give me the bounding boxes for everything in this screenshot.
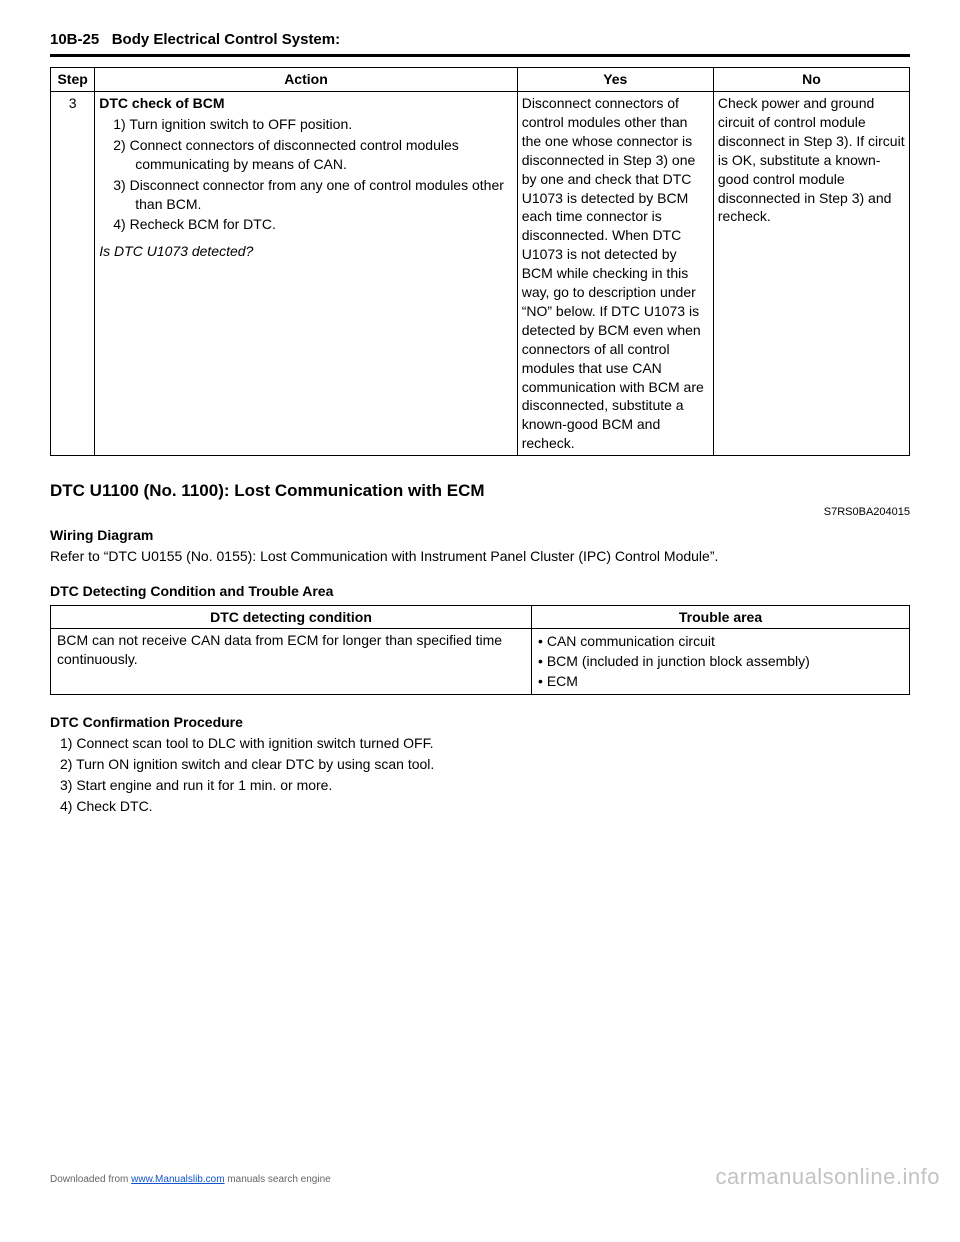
th-action: Action: [95, 68, 517, 92]
confirm-procedure-list: 1) Connect scan tool to DLC with ignitio…: [50, 734, 910, 816]
dtc-u1100-title: DTC U1100 (No. 1100): Lost Communication…: [50, 480, 910, 503]
th-trouble-area: Trouble area: [532, 605, 910, 629]
trouble-item: BCM (included in junction block assembly…: [538, 652, 903, 671]
trouble-item: ECM: [538, 672, 903, 691]
cell-step: 3: [51, 92, 95, 456]
action-question: Is DTC U1073 detected?: [99, 242, 512, 261]
trouble-item: CAN communication circuit: [538, 632, 903, 651]
action-item: 4) Recheck BCM for DTC.: [113, 215, 512, 234]
proc-step: 3) Start engine and run it for 1 min. or…: [60, 776, 910, 795]
proc-step: 2) Turn ON ignition switch and clear DTC…: [60, 755, 910, 774]
proc-step: 4) Check DTC.: [60, 797, 910, 816]
wiring-diagram-text: Refer to “DTC U0155 (No. 0155): Lost Com…: [50, 547, 910, 566]
cell-detecting: BCM can not receive CAN data from ECM fo…: [51, 629, 532, 695]
confirm-heading: DTC Confirmation Procedure: [50, 713, 910, 732]
action-item: 3) Disconnect connector from any one of …: [113, 176, 512, 214]
proc-step: 1) Connect scan tool to DLC with ignitio…: [60, 734, 910, 753]
cell-action: DTC check of BCM 1) Turn ignition switch…: [95, 92, 517, 456]
th-yes: Yes: [517, 68, 713, 92]
page-header: 10B-25 Body Electrical Control System:: [50, 30, 910, 50]
action-list: 1) Turn ignition switch to OFF position.…: [99, 115, 512, 234]
detect-heading: DTC Detecting Condition and Trouble Area: [50, 582, 910, 601]
th-detecting: DTC detecting condition: [51, 605, 532, 629]
cell-no: Check power and ground circuit of contro…: [713, 92, 909, 456]
watermark: carmanualsonline.info: [715, 1162, 940, 1192]
section-number: 10B-25: [50, 31, 99, 48]
th-step: Step: [51, 68, 95, 92]
cell-trouble-area: CAN communication circuit BCM (included …: [532, 629, 910, 695]
footer-prefix: Downloaded from: [50, 1174, 131, 1185]
trouble-table: DTC detecting condition Trouble area BCM…: [50, 605, 910, 696]
doc-code: S7RS0BA204015: [50, 505, 910, 520]
header-rule: [50, 54, 910, 57]
footer-suffix: manuals search engine: [225, 1174, 331, 1185]
cell-yes: Disconnect connectors of control modules…: [517, 92, 713, 456]
table-row: BCM can not receive CAN data from ECM fo…: [51, 629, 910, 695]
th-no: No: [713, 68, 909, 92]
action-title: DTC check of BCM: [99, 94, 512, 113]
table-row: 3 DTC check of BCM 1) Turn ignition swit…: [51, 92, 910, 456]
action-item: 1) Turn ignition switch to OFF position.: [113, 115, 512, 134]
action-item: 2) Connect connectors of disconnected co…: [113, 136, 512, 174]
wiring-diagram-heading: Wiring Diagram: [50, 526, 910, 545]
footer-link[interactable]: www.Manualslib.com: [131, 1174, 224, 1185]
dtc-step-table: Step Action Yes No 3 DTC check of BCM 1)…: [50, 67, 910, 456]
section-title: Body Electrical Control System:: [112, 31, 340, 48]
